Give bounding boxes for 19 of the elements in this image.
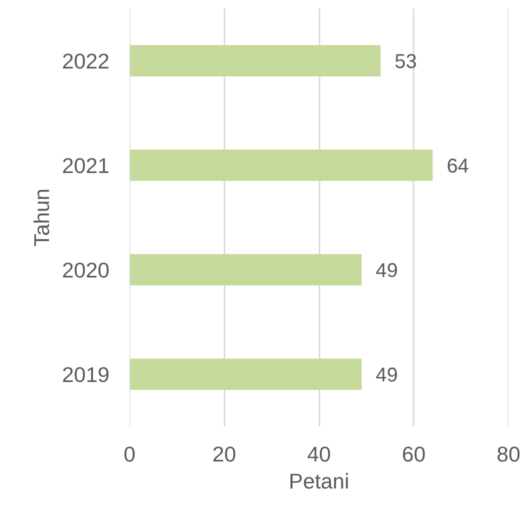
- bar: [130, 358, 362, 390]
- y-tick-label: 2020: [62, 258, 110, 282]
- bar: [130, 45, 381, 76]
- x-tick-label: 0: [124, 442, 136, 466]
- x-tick-label: 20: [212, 442, 236, 466]
- y-tick-label: 2021: [62, 154, 110, 178]
- y-tick-label: 2022: [62, 49, 110, 74]
- bar: [130, 254, 362, 286]
- x-tick-label: 40: [307, 442, 331, 466]
- x-tick-label: 60: [402, 442, 426, 466]
- y-axis-title: Tahun: [30, 188, 54, 247]
- y-tick-label: 2019: [62, 362, 110, 387]
- data-label: 49: [376, 364, 398, 386]
- x-axis-title: Petani: [288, 470, 350, 494]
- data-label: 53: [394, 50, 417, 73]
- data-label: 64: [446, 155, 469, 178]
- x-tick-label: 80: [496, 442, 520, 466]
- bar: [130, 150, 433, 181]
- data-label: 49: [376, 260, 398, 282]
